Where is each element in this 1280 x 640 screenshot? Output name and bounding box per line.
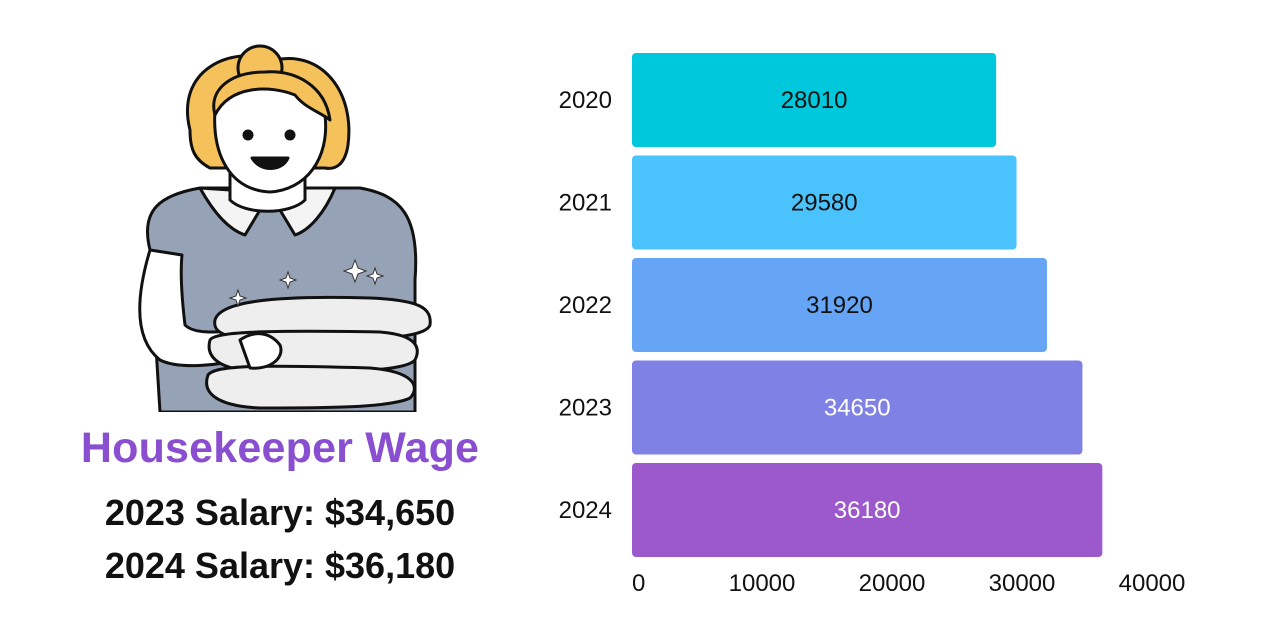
salary-2023: 2023 Salary: $34,650	[104, 492, 456, 533]
bar-value-label-2021: 29580	[791, 190, 858, 217]
x-tick-label-20000: 20000	[859, 570, 926, 597]
bar-2020	[632, 53, 997, 147]
bar-2024	[632, 463, 1103, 557]
housekeeper-illustration	[138, 44, 432, 412]
category-label-2023: 2023	[559, 395, 612, 422]
page-title: Housekeeper Wage	[80, 424, 480, 472]
bar-value-label-2022: 31920	[806, 292, 873, 319]
bar-2023	[632, 360, 1083, 455]
left-panel: Housekeeper Wage 2023 Salary: $34,650 20…	[0, 0, 560, 640]
salary-2024: 2024 Salary: $36,180	[104, 545, 456, 586]
bar-2021	[632, 155, 1017, 250]
x-tick-label-40000: 40000	[1119, 570, 1186, 597]
bar-value-label-2020: 28010	[781, 87, 848, 114]
x-tick-label-0: 0	[632, 570, 645, 597]
x-axis-ticks: 0 10000 20000 30000 40000	[632, 570, 1185, 597]
x-tick-label-30000: 30000	[989, 570, 1056, 597]
category-label-2022: 2022	[559, 292, 612, 319]
category-label-2020: 2020	[559, 87, 612, 114]
category-label-2024: 2024	[559, 497, 612, 524]
bar-2022	[632, 258, 1047, 352]
bars-layer: 28010 29580 31920 34650 36180	[632, 53, 1103, 557]
bar-value-label-2023: 34650	[824, 395, 891, 422]
category-label-2021: 2021	[559, 190, 612, 217]
category-labels: 2020 2021 2022 2023 2024	[559, 87, 612, 524]
bar-value-label-2024: 36180	[834, 497, 901, 524]
x-tick-label-10000: 10000	[729, 570, 796, 597]
